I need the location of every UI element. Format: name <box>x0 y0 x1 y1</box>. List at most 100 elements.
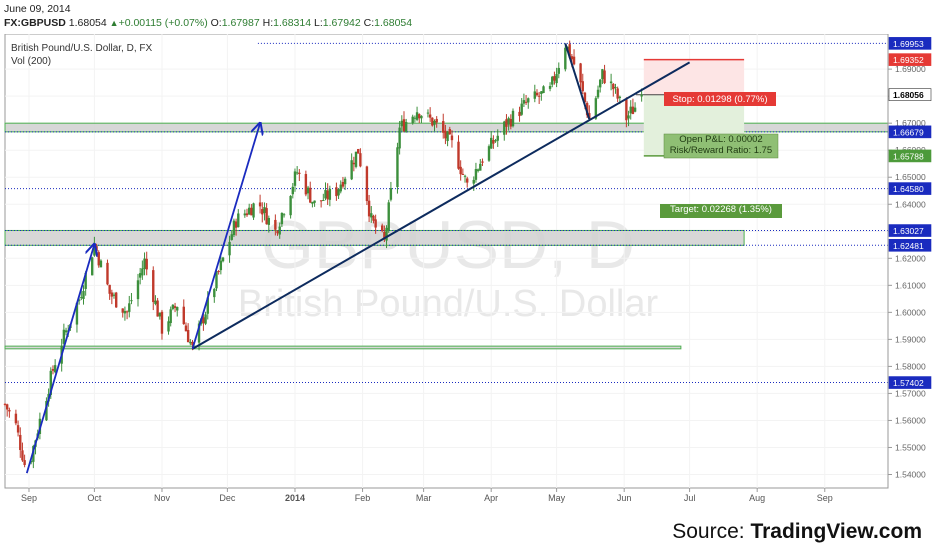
candle-body <box>278 226 281 235</box>
candle-body <box>319 200 323 202</box>
time-tick-label: Dec <box>219 493 236 503</box>
time-tick-label: Nov <box>154 493 171 503</box>
candle-body <box>633 107 637 112</box>
price-badge-label: 1.68056 <box>893 90 924 100</box>
price-chart[interactable]: GBPUSD, D British Pound/U.S. Dollar Stop… <box>0 33 932 510</box>
candle-body <box>21 450 24 461</box>
candle-body <box>176 306 179 311</box>
time-tick-label: Aug <box>749 493 765 503</box>
up-arrow-icon: ▲ <box>109 18 119 28</box>
time-tick-label: Sep <box>817 493 833 503</box>
price-badge <box>888 53 932 66</box>
price-badge-label: 1.69953 <box>893 39 924 49</box>
close-label: C: <box>363 17 375 29</box>
candle-body <box>145 258 148 270</box>
candle-body <box>23 460 26 465</box>
candle-body <box>51 369 55 371</box>
candle-body <box>583 92 587 103</box>
price-badge <box>888 376 932 389</box>
legend-title: British Pound/U.S. Dollar, D, FX <box>11 43 152 54</box>
candle-body <box>603 70 606 84</box>
price-badge-label: 1.69352 <box>893 55 924 65</box>
candle-body <box>189 341 192 344</box>
candle-body <box>91 257 94 276</box>
candle-body <box>640 94 643 97</box>
candle-body <box>472 179 475 184</box>
price-badge <box>888 224 932 237</box>
symbol-label[interactable]: FX:GBPUSD <box>4 17 66 29</box>
candle-body <box>75 302 79 325</box>
candle-body <box>293 171 297 186</box>
candle-body <box>446 131 449 142</box>
candle-body <box>601 69 604 80</box>
candle-body <box>457 141 460 169</box>
candle-body <box>138 273 142 278</box>
candle-body <box>171 304 175 309</box>
candle-body <box>612 83 615 90</box>
candle-body <box>106 262 109 285</box>
candle-body <box>428 114 432 118</box>
candle-body <box>343 178 347 185</box>
candle-body <box>385 227 388 241</box>
price-tick-label: 1.56000 <box>895 415 926 425</box>
price-axis[interactable]: 1.690001.680001.670001.660001.650001.640… <box>887 34 932 488</box>
high-label: H: <box>262 17 274 29</box>
candle-body <box>435 118 438 123</box>
candle-body <box>324 189 327 199</box>
candle-body <box>359 153 362 167</box>
candle-body <box>274 219 277 230</box>
candle-body <box>328 188 332 200</box>
time-tick-label: May <box>548 493 566 503</box>
candle-body <box>282 214 286 216</box>
price-badge-label: 1.64580 <box>893 184 924 194</box>
candle-body <box>215 271 218 289</box>
price-badge <box>888 37 932 50</box>
candle-body <box>415 112 419 120</box>
time-tick-label: Sep <box>21 493 37 503</box>
price-badge-label: 1.63027 <box>893 226 924 236</box>
drawings <box>25 43 691 474</box>
candle-body <box>535 92 539 96</box>
time-tick-label: Jul <box>684 493 696 503</box>
candle-body <box>505 119 508 127</box>
candle-body <box>252 203 255 218</box>
target-label: Target: 0.02268 (1.35%) <box>670 204 772 215</box>
candle-body <box>614 86 617 88</box>
candle-body <box>596 89 600 98</box>
candle-body <box>154 300 157 304</box>
candle-body <box>433 120 436 125</box>
candle-body <box>418 114 421 119</box>
price-tick-label: 1.57000 <box>895 388 926 398</box>
short-position-tool[interactable] <box>635 58 782 218</box>
candle-body <box>80 297 83 299</box>
source-brand[interactable]: TradingView.com <box>750 520 922 543</box>
candle-body <box>276 231 279 234</box>
time-axis[interactable]: Sep Oct Nov Dec 2014 Feb Mar Apr May Jun Jul Aug Sep <box>21 488 833 503</box>
price-tick-label: 1.58000 <box>895 361 926 371</box>
candle-body <box>518 111 521 117</box>
candle-body <box>380 225 384 231</box>
candle-body <box>481 161 484 163</box>
candle-body <box>461 173 465 175</box>
price-badge <box>888 238 932 252</box>
sr-zone <box>4 122 889 133</box>
candle-body <box>564 47 567 70</box>
low-label: L: <box>314 17 323 29</box>
time-tick-label: Jun <box>617 493 632 503</box>
close-value: 1.68054 <box>374 17 413 29</box>
stop-label: Stop: 0.01298 (0.77%) <box>672 94 767 105</box>
candle-body <box>62 329 66 344</box>
candle-body <box>204 314 207 324</box>
candle-body <box>123 310 127 314</box>
candle-body <box>53 365 57 373</box>
candle-body <box>507 118 510 125</box>
position-labels: Stop: 0.01298 (0.77%) Open P&L: 0.00002 … <box>670 94 772 215</box>
candle-body <box>400 120 404 127</box>
time-tick-label: Oct <box>87 493 102 503</box>
candle-body <box>158 312 161 317</box>
candle-body <box>533 91 536 99</box>
candle-body <box>156 300 159 317</box>
candle-body <box>95 246 98 252</box>
candle-body <box>130 300 133 302</box>
chart-panel[interactable]: GBPUSD, D British Pound/U.S. Dollar Stop… <box>0 33 932 510</box>
